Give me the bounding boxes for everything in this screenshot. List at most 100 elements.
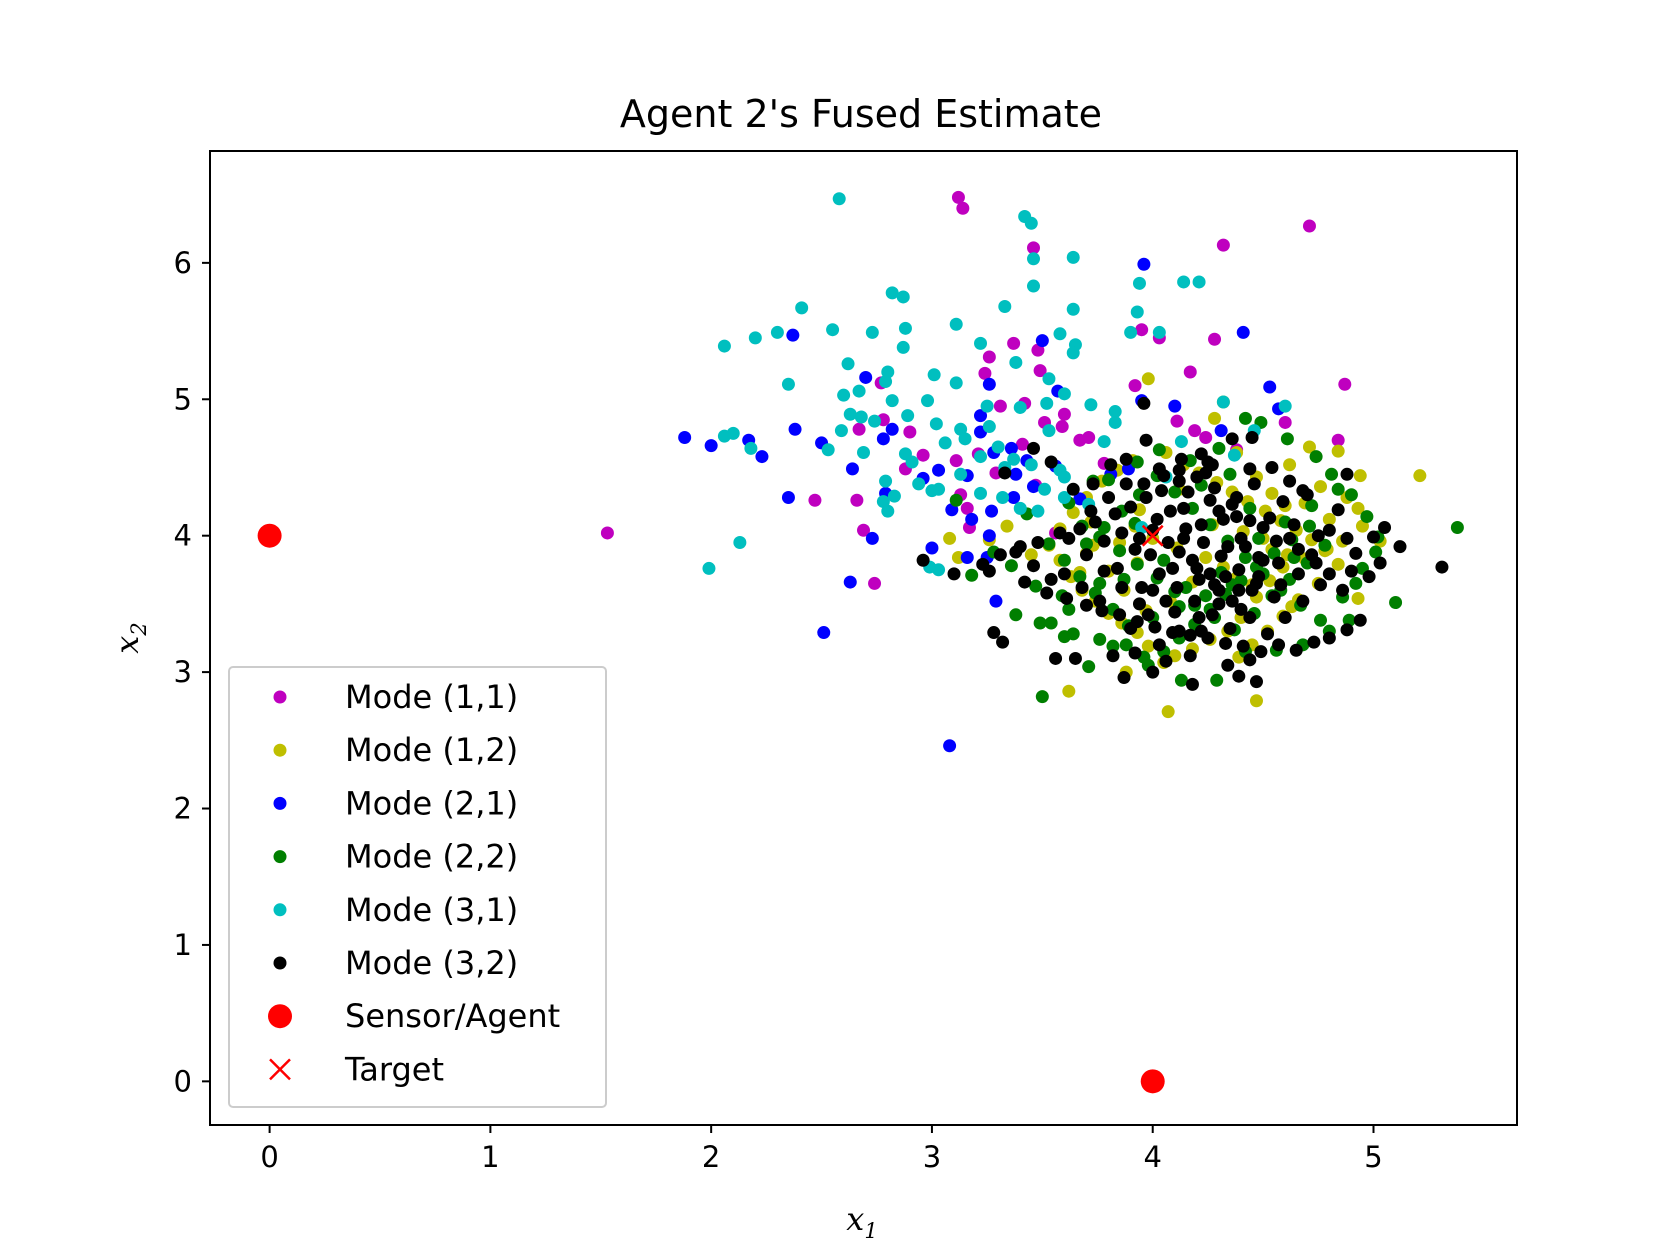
point-mode-2-1 xyxy=(974,409,988,423)
points-layer xyxy=(257,190,1464,1094)
point-mode-3-2 xyxy=(1221,658,1235,672)
point-mode-2-1 xyxy=(859,370,873,384)
plot-frame xyxy=(209,150,1518,1126)
point-mode-2-2 xyxy=(1044,616,1058,630)
point-mode-1-2 xyxy=(1000,519,1014,533)
x-axis-label-base: x xyxy=(846,1200,864,1238)
point-mode-3-2 xyxy=(1309,556,1323,570)
point-mode-3-2 xyxy=(1113,608,1127,622)
point-mode-1-1 xyxy=(1208,332,1222,346)
point-mode-1-1 xyxy=(1183,365,1197,379)
point-mode-2-2 xyxy=(1079,537,1093,551)
y-axis-label-base: x xyxy=(108,636,146,654)
point-mode-3-2 xyxy=(1201,455,1215,469)
point-mode-3-2 xyxy=(1300,488,1314,502)
point-mode-3-2 xyxy=(1172,624,1186,638)
point-mode-3-1 xyxy=(781,377,795,391)
point-mode-3-2 xyxy=(1256,553,1270,567)
point-mode-3-2 xyxy=(1155,484,1169,498)
series-mode-3-1 xyxy=(702,192,1292,577)
point-mode-3-2 xyxy=(1322,567,1336,581)
y-tick-label: 1 xyxy=(174,928,192,962)
point-mode-3-2 xyxy=(1152,567,1166,581)
legend-label-mode-3-2: Mode (3,2) xyxy=(345,944,518,982)
point-mode-3-1 xyxy=(821,443,835,457)
point-mode-1-2 xyxy=(1302,440,1316,454)
series-mode-2-1 xyxy=(678,257,1286,753)
point-sensor-agent xyxy=(1140,1069,1165,1094)
point-mode-3-2 xyxy=(1289,643,1303,657)
point-mode-3-1 xyxy=(1066,250,1080,264)
point-mode-2-2 xyxy=(1113,544,1127,558)
point-mode-2-1 xyxy=(1236,325,1250,339)
point-mode-1-1 xyxy=(1033,364,1047,378)
y-tick-label: 6 xyxy=(174,246,192,280)
point-mode-1-2 xyxy=(1351,501,1365,515)
point-mode-3-1 xyxy=(770,325,784,339)
point-mode-3-2 xyxy=(1322,523,1336,537)
point-mode-3-2 xyxy=(1223,621,1237,635)
point-mode-2-2 xyxy=(1033,616,1047,630)
point-mode-2-1 xyxy=(788,422,802,436)
point-mode-1-1 xyxy=(1331,433,1345,447)
point-mode-1-1 xyxy=(960,501,974,515)
point-mode-3-2 xyxy=(1265,460,1279,474)
point-mode-3-1 xyxy=(982,420,996,434)
point-mode-1-2 xyxy=(1283,458,1297,472)
x-axis: 0 1 2 3 4 5 xyxy=(260,1125,1383,1174)
point-mode-3-1 xyxy=(929,417,943,431)
point-mode-3-2 xyxy=(1079,598,1093,612)
point-mode-3-2 xyxy=(1115,581,1129,595)
y-tick-label: 4 xyxy=(174,519,192,553)
point-mode-3-1 xyxy=(834,424,848,438)
point-mode-2-2 xyxy=(1066,627,1080,641)
point-mode-1-1 xyxy=(993,399,1007,413)
point-mode-1-2 xyxy=(943,531,957,545)
point-mode-3-1 xyxy=(1009,355,1023,369)
point-mode-2-2 xyxy=(1102,473,1116,487)
x-tick-label: 0 xyxy=(260,1140,278,1174)
point-mode-2-2 xyxy=(1062,602,1076,616)
point-mode-3-2 xyxy=(1234,602,1248,616)
point-mode-3-2 xyxy=(1086,477,1100,491)
point-mode-3-1 xyxy=(1026,252,1040,266)
point-mode-1-1 xyxy=(1278,415,1292,429)
point-mode-3-2 xyxy=(1322,631,1336,645)
point-mode-1-1 xyxy=(1015,437,1029,451)
point-mode-3-1 xyxy=(1108,405,1122,419)
point-mode-3-2 xyxy=(1044,572,1058,586)
point-mode-3-2 xyxy=(1044,455,1058,469)
point-mode-3-2 xyxy=(1230,510,1244,524)
point-mode-3-2 xyxy=(976,557,990,571)
legend-box xyxy=(228,666,607,1108)
point-mode-2-1 xyxy=(817,626,831,640)
point-mode-3-2 xyxy=(1192,572,1206,586)
point-mode-3-1 xyxy=(1024,216,1038,230)
point-mode-3-2 xyxy=(1196,536,1210,550)
point-mode-2-1 xyxy=(932,463,946,477)
point-mode-2-2 xyxy=(1360,510,1374,524)
point-mode-1-2 xyxy=(1331,557,1345,571)
point-mode-2-1 xyxy=(1168,399,1182,413)
point-mode-3-2 xyxy=(1272,638,1286,652)
point-mode-1-1 xyxy=(903,425,917,439)
point-mode-3-1 xyxy=(1278,399,1292,413)
point-mode-1-1 xyxy=(1170,414,1184,428)
point-mode-3-2 xyxy=(1263,511,1277,525)
point-mode-3-2 xyxy=(1249,675,1263,689)
point-mode-3-2 xyxy=(1177,531,1191,545)
legend-marker-mode-3-1 xyxy=(273,903,287,917)
legend-label-mode-1-1: Mode (1,1) xyxy=(345,678,518,716)
point-mode-2-2 xyxy=(1309,450,1323,464)
point-mode-3-2 xyxy=(1110,561,1124,575)
point-mode-3-2 xyxy=(1296,594,1310,608)
point-mode-2-1 xyxy=(1214,424,1228,438)
point-mode-3-2 xyxy=(1026,441,1040,455)
legend-marker-mode-2-2 xyxy=(273,850,287,864)
point-mode-3-1 xyxy=(879,375,893,389)
legend-marker-mode-1-2 xyxy=(273,743,287,757)
chart-title: Agent 2's Fused Estimate xyxy=(620,92,1102,136)
point-mode-3-2 xyxy=(1274,578,1288,592)
point-mode-3-1 xyxy=(881,504,895,518)
x-axis-label: x1 xyxy=(846,1200,877,1243)
